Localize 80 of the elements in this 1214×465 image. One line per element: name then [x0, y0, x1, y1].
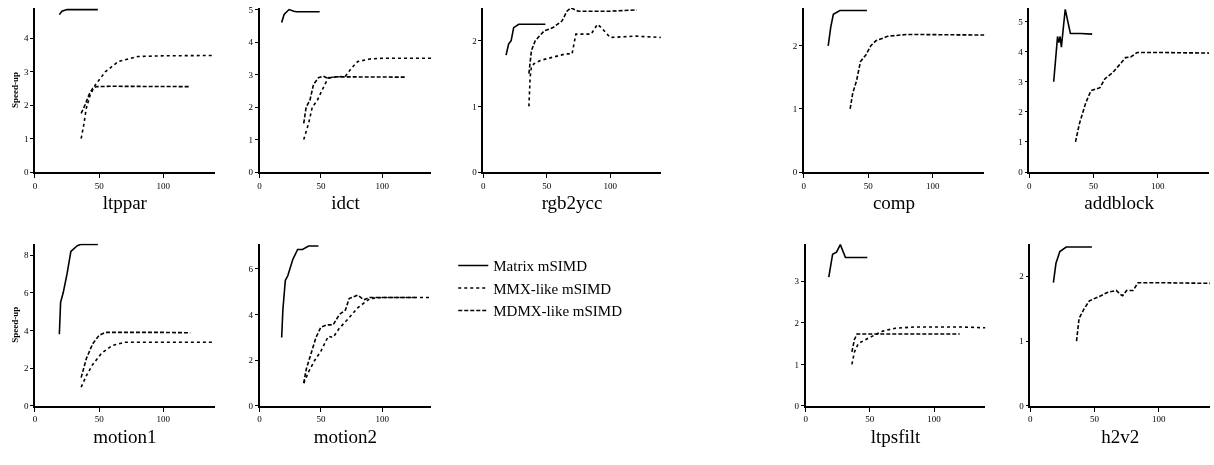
y-tick-label: 1: [1018, 137, 1023, 148]
y-tick-label: 2: [248, 355, 254, 366]
x-tick-label: 50: [865, 414, 875, 425]
x-tick-label: 100: [926, 180, 940, 191]
x-tick-label: 100: [156, 414, 171, 425]
y-tick-label: 6: [248, 264, 254, 275]
y-tick-label: 0: [248, 401, 254, 412]
y-tick-label: 4: [23, 33, 29, 44]
x-tick-label: 50: [863, 180, 874, 191]
y-tick-label: 2: [23, 100, 29, 111]
y-tick-label: 2: [1018, 106, 1023, 117]
x-tick-label: 0: [32, 414, 38, 425]
x-tick-label: 100: [375, 414, 390, 425]
x-tick-label: 0: [32, 180, 38, 191]
y-tick-label: 3: [248, 69, 254, 80]
x-tick-label: 100: [1151, 414, 1166, 425]
y-tick-label: 0: [23, 167, 29, 178]
y-tick-label: 0: [248, 167, 254, 178]
y-tick-label: 0: [1018, 167, 1024, 178]
x-tick-label: 50: [1088, 180, 1099, 191]
y-tick-label: 1: [23, 133, 29, 144]
y-tick-label: 1: [472, 101, 477, 112]
x-tick-label: 0: [801, 180, 807, 191]
legend-label: MDMX-like mSIMD: [493, 303, 623, 320]
x-tick-label: 100: [603, 180, 618, 191]
x-tick-label: 0: [480, 180, 486, 191]
x-tick-label: 100: [375, 180, 390, 191]
x-tick-label: 100: [927, 414, 942, 425]
y-tick-label: 2: [23, 363, 29, 374]
y-tick-label: 0: [472, 167, 478, 178]
x-tick-label: 100: [156, 180, 171, 191]
y-tick-label: 2: [248, 102, 254, 113]
y-tick-label: 1: [794, 359, 800, 370]
y-tick-label: 1: [792, 104, 798, 115]
x-axis-title: addblock: [1084, 191, 1155, 213]
x-tick-label: 50: [94, 414, 105, 425]
x-axis-title: comp: [872, 191, 916, 213]
y-tick-label: 2: [794, 317, 800, 328]
y-tick-label: 2: [1019, 271, 1024, 282]
y-axis-title: Speed-up: [9, 306, 20, 343]
x-axis-title: ltpsfilt: [870, 425, 922, 447]
x-axis-title: ltppar: [102, 191, 148, 213]
x-tick-label: 0: [257, 414, 263, 425]
x-axis-title: idct: [331, 191, 361, 213]
y-tick-label: 3: [23, 66, 29, 77]
x-axis-title: motion1: [93, 425, 157, 447]
x-tick-label: 100: [1150, 180, 1165, 191]
y-tick-label: 2: [472, 35, 477, 46]
y-tick-label: 5: [248, 4, 254, 15]
legend-label: Matrix mSIMD: [493, 258, 588, 275]
y-axis-title: Speed-up: [9, 71, 20, 108]
legend-label: MMX-like mSIMD: [493, 280, 612, 297]
x-tick-label: 50: [94, 180, 105, 191]
y-tick-label: 3: [794, 276, 800, 287]
x-axis-title: rgb2ycc: [541, 191, 603, 213]
y-tick-label: 0: [23, 401, 29, 412]
x-tick-label: 50: [316, 414, 326, 425]
y-tick-label: 2: [792, 40, 798, 51]
y-tick-label: 8: [23, 250, 29, 261]
y-tick-label: 1: [1019, 336, 1024, 347]
y-tick-label: 4: [248, 37, 254, 48]
y-tick-label: 0: [794, 401, 800, 412]
y-tick-label: 3: [1018, 76, 1024, 87]
x-tick-label: 0: [1028, 414, 1034, 425]
x-tick-label: 0: [1027, 180, 1033, 191]
x-tick-label: 0: [257, 180, 263, 191]
x-axis-title: motion2: [313, 425, 378, 447]
x-axis-title: h2v2: [1101, 425, 1140, 447]
y-tick-label: 0: [1019, 401, 1025, 412]
x-tick-label: 0: [803, 414, 809, 425]
x-tick-label: 50: [542, 180, 552, 191]
x-tick-label: 50: [1089, 414, 1100, 425]
y-tick-label: 0: [792, 167, 798, 178]
y-tick-label: 4: [23, 325, 29, 336]
y-tick-label: 4: [1018, 46, 1024, 57]
y-tick-label: 5: [1018, 16, 1024, 27]
y-tick-label: 4: [248, 309, 254, 320]
y-tick-label: 6: [23, 287, 29, 298]
x-tick-label: 50: [316, 180, 326, 191]
y-tick-label: 1: [248, 134, 254, 145]
